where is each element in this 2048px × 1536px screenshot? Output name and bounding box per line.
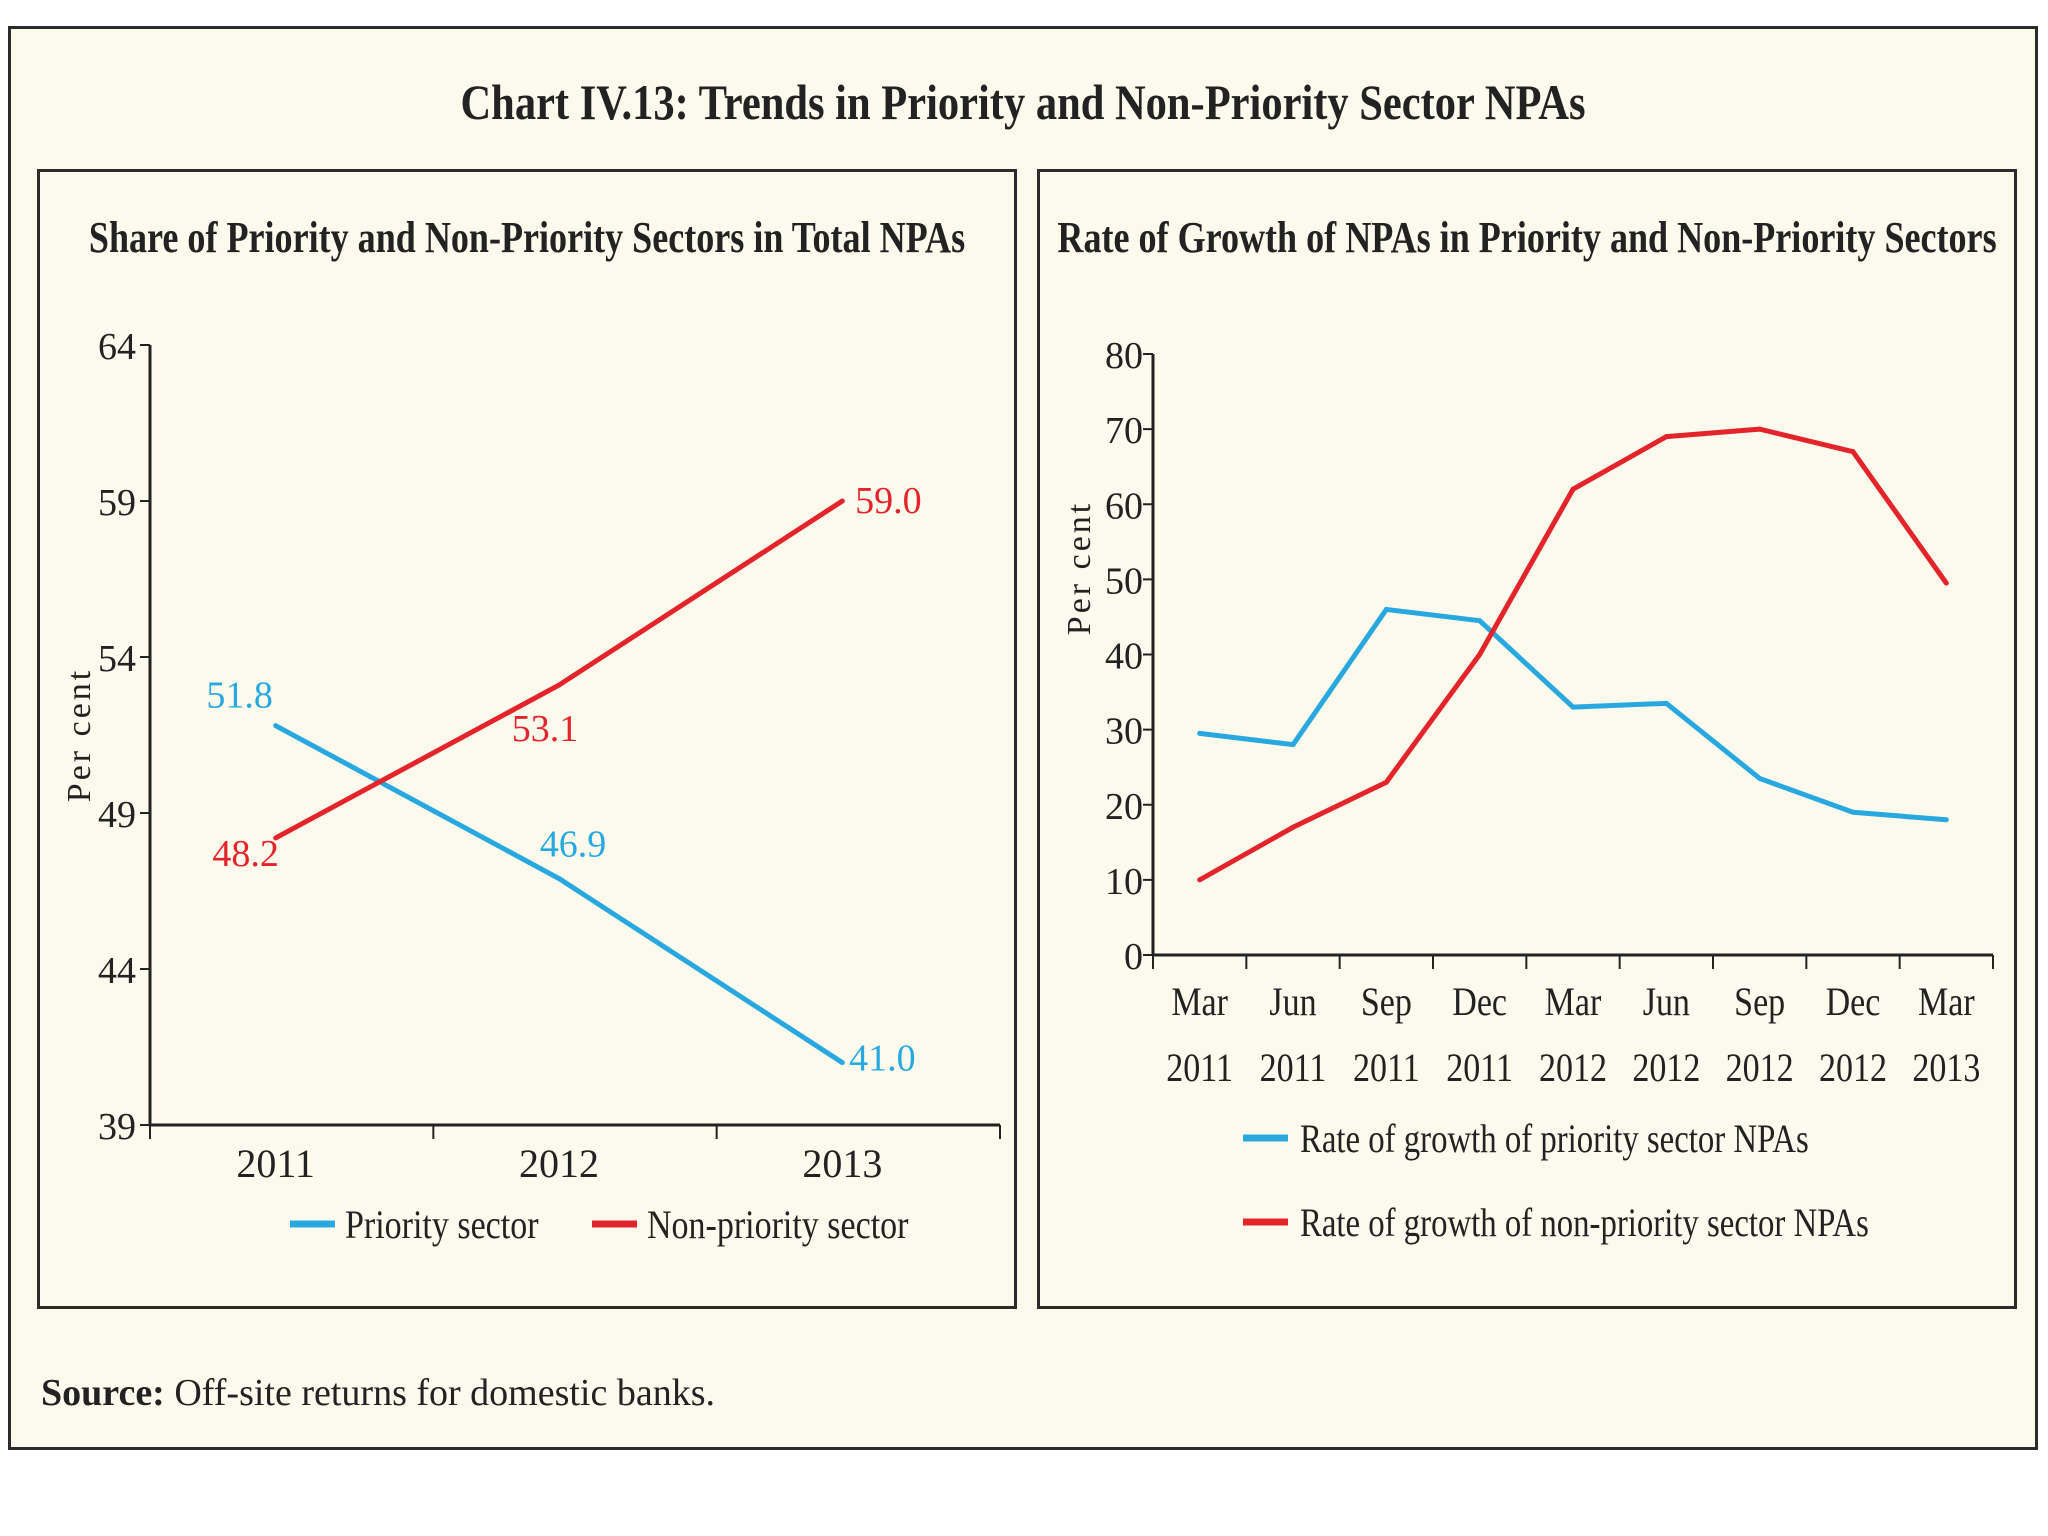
legend-label-non-priority: Rate of growth of non-priority sector NP… (1300, 1200, 1869, 1245)
x-tick-label-year: 2013 (1912, 1047, 1980, 1091)
share-chart: Share of Priority and Non-Priority Secto… (61, 213, 1001, 1248)
x-tick-label-year: 2011 (1166, 1047, 1233, 1091)
y-axis-label: Per cent (1061, 501, 1098, 635)
y-tick-label: 70 (1105, 410, 1143, 452)
series-line-priority (1199, 606, 1947, 823)
legend-label-priority: Rate of growth of priority sector NPAs (1300, 1116, 1809, 1161)
data-point (1850, 449, 1856, 455)
x-tick-label-year: 2011 (1260, 1047, 1327, 1091)
x-tick-label-year: 2012 (1632, 1047, 1700, 1091)
chart-title: Share of Priority and Non-Priority Secto… (89, 213, 965, 262)
x-tick-label-month: Dec (1826, 981, 1881, 1025)
data-point (556, 682, 562, 688)
x-tick-label-year: 2012 (1539, 1047, 1607, 1091)
data-point (556, 876, 562, 882)
x-tick-label-month: Mar (1171, 981, 1228, 1025)
y-tick-label: 59 (98, 482, 136, 524)
x-tick-label-month: Sep (1734, 981, 1785, 1025)
y-tick-label: 20 (1105, 786, 1143, 828)
x-tick-label-month: Mar (1545, 981, 1602, 1025)
page-title: Chart IV.13: Trends in Priority and Non-… (460, 74, 1586, 130)
data-point (839, 498, 845, 504)
data-label: 59.0 (855, 480, 922, 522)
source-text: Off-site returns for domestic banks. (164, 1372, 716, 1414)
x-tick-label-year: 2012 (1726, 1047, 1794, 1091)
data-point (1197, 730, 1203, 736)
x-tick-label: 2013 (802, 1141, 882, 1186)
x-tick-label-month: Dec (1452, 981, 1507, 1025)
source-label: Source: (41, 1372, 165, 1414)
y-axis-label: Per cent (61, 668, 98, 802)
x-tick-label-month: Jun (1269, 981, 1316, 1025)
data-label: 53.1 (512, 708, 579, 750)
data-label: 41.0 (849, 1038, 916, 1080)
source-note: Source: Off-site returns for domestic ba… (41, 1371, 715, 1415)
data-point (1383, 606, 1389, 612)
data-point (273, 723, 279, 729)
y-tick-label: 49 (98, 794, 136, 836)
data-point (1663, 700, 1669, 706)
data-point (1850, 809, 1856, 815)
series-line-priority (274, 723, 844, 1065)
growth-chart: Rate of Growth of NPAs in Priority and N… (1057, 213, 1996, 1245)
x-tick-label-year: 2011 (1446, 1047, 1513, 1091)
data-point (1757, 775, 1763, 781)
y-tick-label: 39 (98, 1106, 136, 1148)
y-tick-label: 30 (1105, 711, 1143, 753)
data-point (1290, 824, 1296, 830)
x-tick-label-month: Jun (1643, 981, 1690, 1025)
y-tick-label: 64 (98, 326, 136, 368)
chart-frame: Chart IV.13: Trends in Priority and Non-… (8, 26, 2038, 1450)
y-tick-label: 0 (1124, 936, 1143, 978)
data-label: 51.8 (206, 675, 273, 717)
data-point (1477, 618, 1483, 624)
data-label: 46.9 (540, 824, 607, 866)
x-tick-label-month: Sep (1361, 981, 1412, 1025)
data-label: 48.2 (212, 833, 279, 875)
data-point (1383, 779, 1389, 785)
data-point (1197, 877, 1203, 883)
data-point (1570, 486, 1576, 492)
data-point (839, 1060, 845, 1066)
x-tick-label-year: 2011 (1353, 1047, 1420, 1091)
legend-label-non-priority: Non-priority sector (647, 1204, 909, 1248)
data-point (1477, 652, 1483, 657)
y-tick-label: 10 (1105, 861, 1143, 903)
data-point (1290, 742, 1296, 748)
y-tick-label: 40 (1105, 636, 1143, 678)
series-line-non-priority (274, 498, 844, 841)
y-tick-label: 44 (98, 950, 136, 992)
data-point (1943, 580, 1949, 586)
data-point (1570, 704, 1576, 710)
data-point (1943, 817, 1949, 823)
share-chart-panel: Share of Priority and Non-Priority Secto… (37, 169, 1017, 1309)
chart-title: Rate of Growth of NPAs in Priority and N… (1057, 213, 1996, 262)
y-tick-label: 80 (1105, 335, 1143, 377)
x-tick-label-month: Mar (1918, 981, 1975, 1025)
legend-label-priority: Priority sector (345, 1204, 539, 1248)
y-tick-label: 54 (98, 638, 136, 680)
x-tick-label-year: 2012 (1819, 1047, 1887, 1091)
data-point (1757, 426, 1763, 432)
y-tick-label: 60 (1105, 485, 1143, 527)
x-tick-label: 2012 (519, 1141, 599, 1186)
data-point (1663, 434, 1669, 440)
y-tick-label: 50 (1105, 560, 1143, 602)
data-point (273, 835, 279, 841)
series-line-non-priority (1198, 426, 1949, 883)
x-tick-label: 2011 (236, 1141, 315, 1186)
growth-chart-panel: Rate of Growth of NPAs in Priority and N… (1037, 169, 2017, 1309)
